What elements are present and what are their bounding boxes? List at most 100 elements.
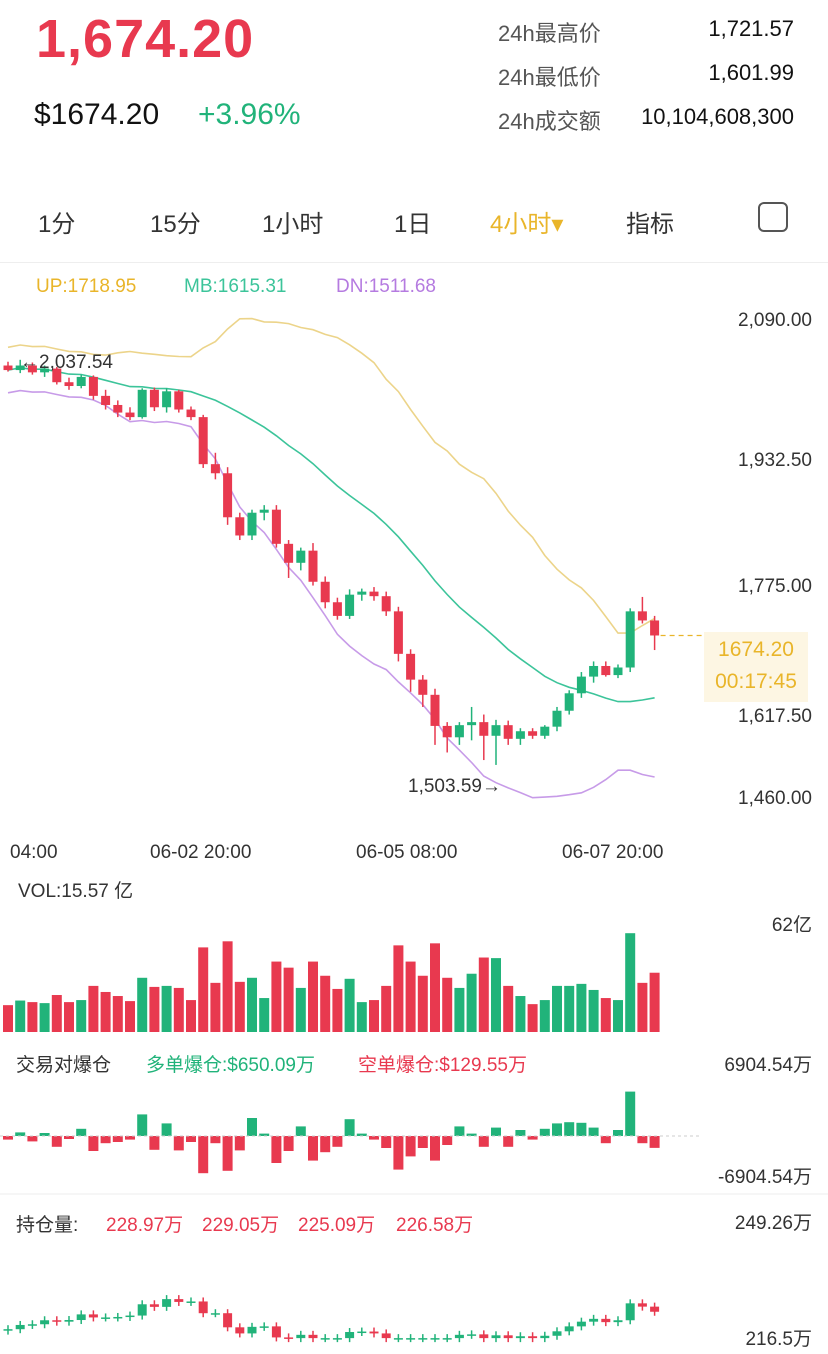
oi-max: 249.26万 (734, 1213, 812, 1234)
candle-body (210, 464, 220, 474)
oi-value: 229.05万 (202, 1215, 280, 1236)
oi-value: 225.09万 (298, 1215, 376, 1236)
tab-4h[interactable]: 4小时▾ (490, 211, 564, 238)
volume-bar (576, 983, 587, 1032)
volume-bar (417, 975, 428, 1032)
liquidation-bar (259, 1133, 270, 1136)
oi-candle (515, 1336, 525, 1339)
liquidation-bar (173, 1136, 184, 1151)
oi-candle (259, 1326, 269, 1328)
liquidation-bar (210, 1136, 221, 1144)
oi-candle (369, 1331, 379, 1334)
volume-bar (222, 941, 233, 1032)
liquidation-bar (381, 1136, 392, 1148)
oi-candle (406, 1338, 416, 1340)
candle-body (637, 611, 647, 621)
oi-candle (430, 1338, 440, 1340)
candle-body (589, 665, 599, 677)
liquidation-bar (3, 1136, 13, 1140)
candle-body (357, 591, 367, 595)
candle-body (625, 611, 635, 668)
candle-body (576, 676, 586, 694)
liquidation-bar (283, 1136, 294, 1151)
candle-countdown: 00:17:45 (715, 670, 797, 693)
oi-candle (601, 1318, 611, 1323)
volume-bar (64, 1002, 74, 1032)
oi-min: 216.5万 (745, 1329, 812, 1350)
liquidation-bar (137, 1114, 148, 1136)
liquidation-bar (442, 1136, 453, 1145)
candle-body (430, 694, 440, 726)
oi-value: 228.97万 (106, 1215, 184, 1236)
volume-bar (344, 978, 355, 1032)
tab-1m[interactable]: 1分 (38, 211, 76, 238)
low-marker: 1,503.59→ (408, 776, 501, 797)
volume-bar (613, 1000, 623, 1032)
candle-body (406, 653, 416, 680)
liquidation-bar (613, 1130, 623, 1136)
liquidation-bar (649, 1136, 660, 1148)
oi-candle (125, 1315, 135, 1318)
oi-candle (271, 1326, 281, 1338)
liquidation-bar (552, 1123, 562, 1136)
volume-bar (600, 998, 611, 1032)
liquidation-bar (234, 1136, 245, 1151)
liquidation-bar (356, 1133, 367, 1136)
oi-candle (223, 1313, 233, 1328)
oi-candle (381, 1333, 391, 1339)
candle-body (76, 376, 86, 387)
oi-candle (332, 1338, 342, 1340)
liquidation-min: -6904.54万 (717, 1167, 812, 1188)
oi-candle (64, 1320, 74, 1322)
tab-1h[interactable]: 1小时 (262, 211, 324, 238)
volume-bar (15, 1000, 26, 1032)
oi-candle (357, 1331, 367, 1334)
oi-candle (418, 1338, 428, 1340)
liquidation-bar (161, 1123, 172, 1136)
last-price: 1,674.20 (36, 9, 255, 69)
candle-body (198, 417, 208, 465)
liquidation-bar (393, 1136, 404, 1170)
volume-bar (381, 985, 392, 1032)
oi-candle (479, 1334, 489, 1339)
volume-bar (356, 1002, 367, 1032)
oi-candle (27, 1324, 37, 1326)
liquidation-bar (503, 1136, 514, 1147)
candle-body (247, 512, 257, 536)
tab-1d[interactable]: 1日 (394, 211, 432, 238)
oi-candle (76, 1314, 86, 1321)
liquidation-bar (112, 1136, 123, 1142)
oi-candle (296, 1334, 306, 1339)
current-price: 1674.20 (718, 638, 794, 661)
tab-15m[interactable]: 15分 (150, 211, 201, 238)
oi-candle (235, 1327, 245, 1334)
boll-upper-line (7, 317, 655, 634)
fullscreen-icon[interactable] (758, 202, 788, 232)
liquidation-bar (527, 1136, 538, 1140)
oi-candle (625, 1303, 635, 1321)
volume-bar (454, 987, 465, 1032)
liquidation-bar (222, 1136, 233, 1171)
stat-volume-value: 10,104,608,300 (641, 104, 794, 129)
liquidation-bar (27, 1136, 38, 1142)
candle-body (467, 722, 477, 726)
volume-bar (88, 985, 99, 1032)
oi-candle (174, 1299, 184, 1302)
boll-lower-line (7, 389, 655, 799)
liquidation-bar (295, 1126, 306, 1136)
current-price-tag: 1674.20 00:17:45 (704, 632, 808, 702)
candle-body (88, 376, 98, 396)
liquidation-bar (600, 1136, 611, 1144)
candle-body (113, 404, 123, 413)
x-label: 04:00 (10, 842, 58, 863)
liquidation-bar (588, 1127, 599, 1136)
volume-bar (234, 981, 245, 1032)
liquidation-bar (637, 1136, 648, 1144)
y-label: 1,932.50 (738, 450, 812, 471)
stat-low-label: 24h最低价 (498, 65, 601, 90)
boll-mb-value: MB:1615.31 (184, 276, 287, 297)
oi-candle (40, 1320, 50, 1325)
tab-indicators[interactable]: 指标 (626, 211, 674, 238)
stat-high-value: 1,721.57 (708, 16, 794, 41)
